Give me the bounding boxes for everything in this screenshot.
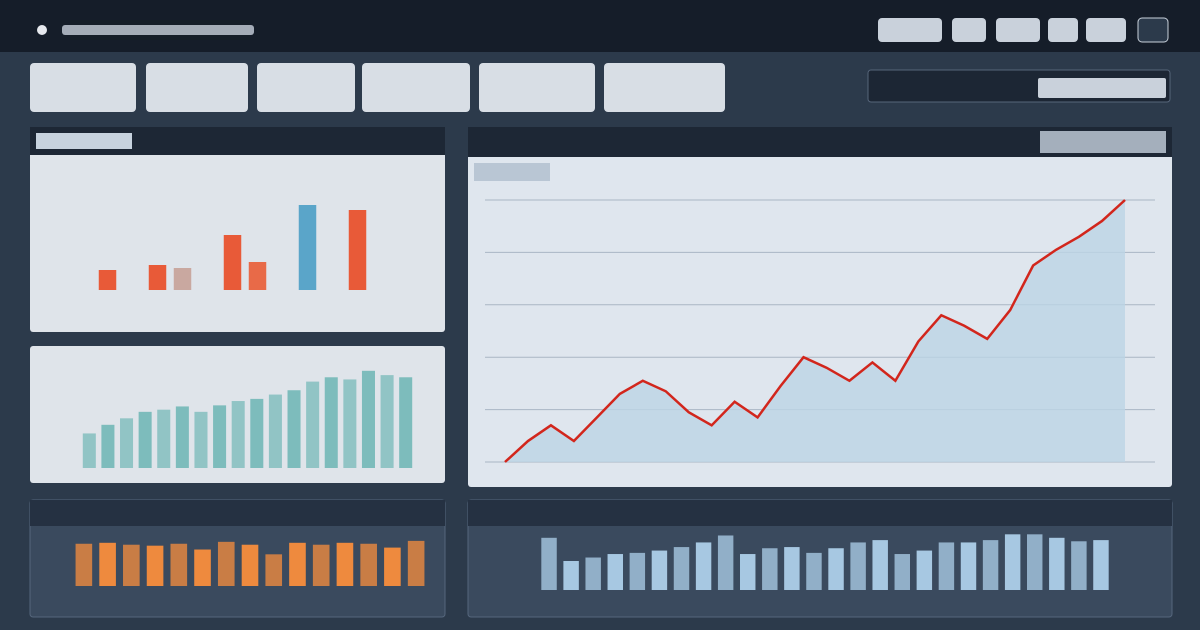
bar [1071, 541, 1087, 590]
bar [336, 542, 354, 586]
bar [806, 552, 822, 590]
kpi-card[interactable] [479, 63, 595, 112]
top-buttons [878, 17, 1169, 43]
bar [762, 548, 778, 590]
bar [360, 543, 377, 586]
bar [231, 401, 245, 468]
bar [173, 268, 192, 290]
kpi-cards [30, 63, 725, 112]
button[interactable] [1048, 18, 1078, 42]
bar [348, 210, 367, 290]
bar [1093, 540, 1109, 590]
bar [265, 554, 283, 586]
bar [148, 265, 167, 290]
bar [695, 542, 712, 590]
bar [828, 548, 844, 590]
bar [1049, 537, 1065, 590]
kpi-card[interactable] [146, 63, 248, 112]
bar [607, 554, 623, 590]
bar [287, 390, 301, 468]
grid-panel [30, 127, 445, 332]
bar [306, 381, 320, 468]
bar [157, 409, 171, 468]
panel-header [468, 500, 1172, 526]
bar [250, 398, 264, 468]
control-field[interactable] [1038, 78, 1166, 98]
bar [289, 542, 306, 586]
kpi-card[interactable] [604, 63, 725, 112]
bar [960, 542, 977, 590]
bar [740, 554, 756, 590]
bar [343, 379, 357, 468]
panel-header [30, 500, 445, 526]
button[interactable] [996, 18, 1040, 42]
bar [1004, 534, 1021, 590]
bar [312, 544, 330, 586]
bar [850, 542, 866, 590]
bar [384, 547, 401, 586]
bar [194, 549, 211, 586]
button[interactable] [1086, 18, 1126, 42]
bar [894, 554, 910, 590]
bar [82, 433, 96, 468]
bar [170, 543, 188, 586]
bar [99, 542, 116, 586]
bar [916, 550, 933, 590]
bar [1027, 534, 1043, 590]
bar [673, 547, 690, 590]
panel-control[interactable] [1040, 131, 1166, 153]
bar [120, 418, 134, 468]
bar [75, 543, 93, 586]
bar [175, 406, 189, 468]
bar [563, 561, 579, 590]
bar [138, 411, 152, 468]
bar [541, 537, 557, 590]
bar [268, 394, 282, 468]
kpi-card[interactable] [30, 63, 136, 112]
button[interactable] [878, 18, 942, 42]
area [505, 200, 1125, 462]
bar [98, 270, 117, 290]
bar [123, 544, 140, 586]
bar [146, 545, 164, 586]
bar [298, 205, 317, 290]
bar [217, 541, 235, 586]
logo [37, 25, 47, 35]
bar [241, 544, 259, 586]
panel-tab[interactable] [36, 133, 132, 149]
bar [380, 375, 394, 468]
bar [101, 424, 115, 468]
bar [324, 377, 338, 468]
button[interactable] [952, 18, 986, 42]
bar [194, 411, 208, 468]
button[interactable] [1137, 17, 1169, 43]
bar [248, 262, 267, 290]
app-title-block [62, 25, 254, 35]
bar [872, 540, 888, 590]
panel-tab[interactable] [474, 163, 550, 181]
bar [585, 557, 601, 590]
kpi-card[interactable] [257, 63, 355, 112]
bar [399, 377, 413, 468]
kpi-card[interactable] [362, 63, 470, 112]
bar [361, 370, 375, 468]
bar [407, 540, 425, 586]
bar [629, 552, 646, 590]
line [504, 199, 1126, 463]
bar [982, 540, 999, 590]
bar [784, 547, 800, 590]
bar [651, 550, 668, 590]
bar [717, 535, 734, 590]
bar [213, 405, 227, 468]
bar [938, 542, 955, 590]
bar [223, 235, 242, 290]
